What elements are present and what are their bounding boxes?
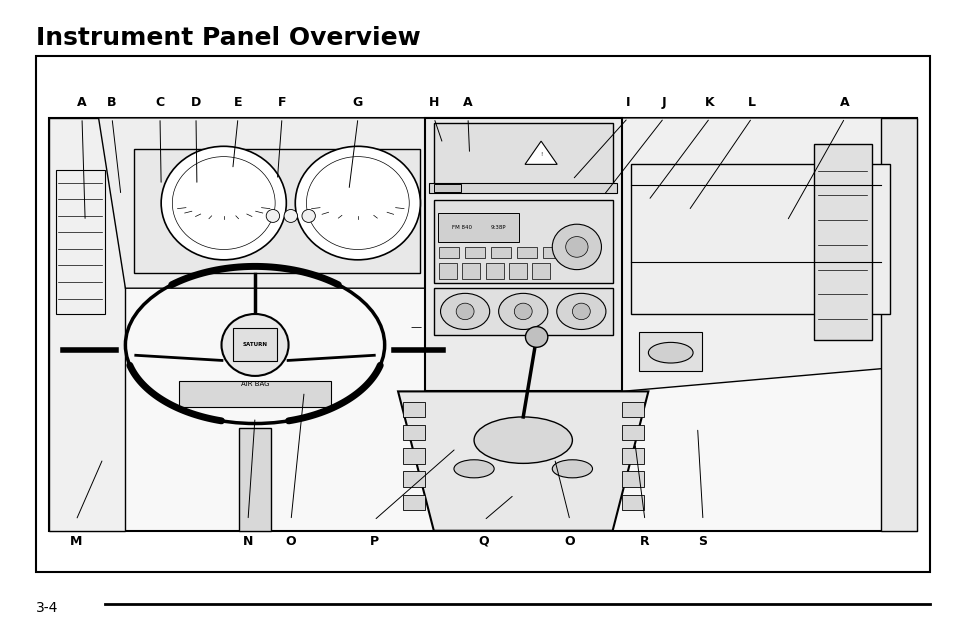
Polygon shape (134, 149, 420, 273)
Bar (465, 247, 484, 258)
Text: Instrument Panel Overview: Instrument Panel Overview (36, 26, 420, 50)
Bar (462, 263, 479, 279)
Bar (179, 381, 331, 407)
Bar (621, 425, 643, 440)
Bar (621, 495, 643, 510)
Bar (517, 247, 537, 258)
Text: C: C (155, 96, 164, 109)
Bar (621, 402, 643, 417)
Text: N: N (243, 534, 253, 548)
Polygon shape (50, 118, 125, 530)
Bar (402, 448, 424, 464)
Bar (429, 183, 617, 193)
Bar (402, 471, 424, 487)
Ellipse shape (648, 342, 693, 363)
Bar (402, 402, 424, 417)
Text: A: A (463, 96, 473, 109)
Bar (233, 328, 277, 361)
Text: E: E (233, 96, 242, 109)
Bar (639, 332, 701, 371)
Bar (424, 118, 621, 391)
Bar (532, 263, 550, 279)
Ellipse shape (454, 460, 494, 478)
Text: O: O (285, 534, 296, 548)
Polygon shape (524, 141, 557, 164)
Bar (508, 263, 526, 279)
Text: L: L (747, 96, 755, 109)
Ellipse shape (498, 293, 547, 329)
Bar (55, 170, 105, 314)
Bar (542, 247, 562, 258)
Text: O: O (564, 534, 575, 548)
Bar (438, 263, 456, 279)
Ellipse shape (456, 303, 474, 320)
Bar (491, 247, 510, 258)
Text: 9:38P: 9:38P (490, 225, 506, 230)
Text: G: G (353, 96, 363, 109)
Bar (434, 200, 612, 283)
Ellipse shape (552, 225, 600, 270)
Ellipse shape (161, 146, 286, 260)
Polygon shape (397, 391, 648, 530)
Bar (621, 448, 643, 464)
Ellipse shape (284, 209, 297, 223)
Polygon shape (50, 118, 916, 530)
Ellipse shape (557, 293, 605, 329)
Bar (402, 425, 424, 440)
Ellipse shape (525, 327, 547, 347)
Text: Q: Q (478, 534, 489, 548)
Ellipse shape (294, 146, 420, 260)
Bar (568, 247, 588, 258)
Polygon shape (98, 118, 456, 288)
Text: D: D (191, 96, 201, 109)
Text: K: K (704, 96, 714, 109)
Ellipse shape (302, 209, 315, 223)
Text: 3-4: 3-4 (36, 601, 58, 615)
Text: H: H (428, 96, 438, 109)
Bar (402, 495, 424, 510)
Ellipse shape (474, 417, 572, 464)
Text: !: ! (539, 151, 541, 156)
Text: A: A (77, 96, 87, 109)
Polygon shape (880, 118, 916, 530)
Ellipse shape (565, 237, 587, 257)
Text: I: I (625, 96, 630, 109)
Ellipse shape (514, 303, 532, 320)
Text: —: — (410, 322, 421, 332)
Bar (238, 427, 271, 530)
Ellipse shape (306, 156, 409, 249)
Ellipse shape (572, 303, 590, 320)
Text: B: B (107, 96, 116, 109)
Text: AIR BAG: AIR BAG (240, 381, 269, 387)
Bar (621, 471, 643, 487)
Text: FM 840: FM 840 (452, 225, 472, 230)
Text: P: P (369, 534, 378, 548)
Bar (434, 288, 612, 335)
Bar (434, 123, 612, 188)
Polygon shape (621, 118, 916, 391)
Bar (437, 214, 518, 242)
Text: A: A (840, 96, 849, 109)
Text: M: M (70, 534, 82, 548)
Ellipse shape (266, 209, 279, 223)
Ellipse shape (440, 293, 489, 329)
Bar (813, 144, 871, 340)
Text: SATURN: SATURN (242, 342, 267, 347)
Bar (438, 247, 458, 258)
Text: S: S (698, 534, 707, 548)
Bar (434, 184, 460, 191)
Text: R: R (639, 534, 649, 548)
Ellipse shape (221, 314, 288, 376)
Bar (485, 263, 503, 279)
Ellipse shape (552, 460, 592, 478)
Bar (36, 56, 929, 572)
Bar (630, 163, 889, 314)
Ellipse shape (172, 156, 274, 249)
Text: F: F (277, 96, 286, 109)
Text: J: J (661, 96, 665, 109)
